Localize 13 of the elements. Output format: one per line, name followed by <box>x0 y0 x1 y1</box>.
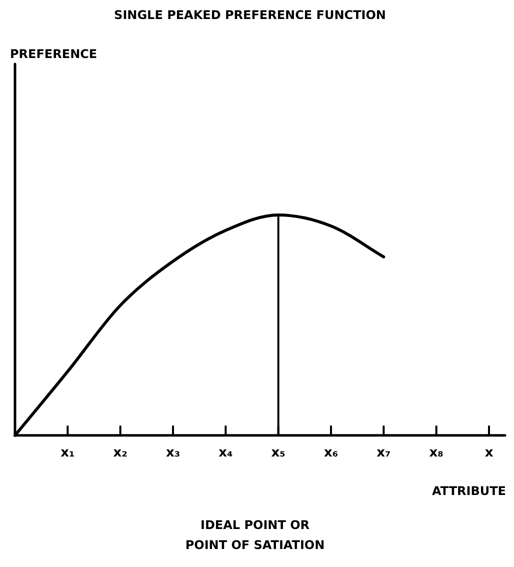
x-tick-label: x₇ <box>376 446 391 461</box>
text: IDEAL POINT OR POINT OF SATIATION <box>185 518 325 552</box>
x-tick-label: x₁ <box>60 446 75 461</box>
x-tick-label: x₂ <box>113 446 128 461</box>
x-tick-label: x₄ <box>218 446 234 461</box>
x-tick-label: x₆ <box>324 446 338 461</box>
x-tick-label: x₅ <box>271 446 286 461</box>
chart-title: SINGLE PEAKED PREFERENCE FUNCTION <box>114 8 386 22</box>
x-tick-label: x <box>484 446 494 461</box>
text: PREFERENCE <box>10 47 98 62</box>
x-axis-title: ATTRIBUTE <box>432 484 506 498</box>
x-tick-label: x₈ <box>429 446 444 461</box>
x-tick-label: x₃ <box>166 446 180 461</box>
